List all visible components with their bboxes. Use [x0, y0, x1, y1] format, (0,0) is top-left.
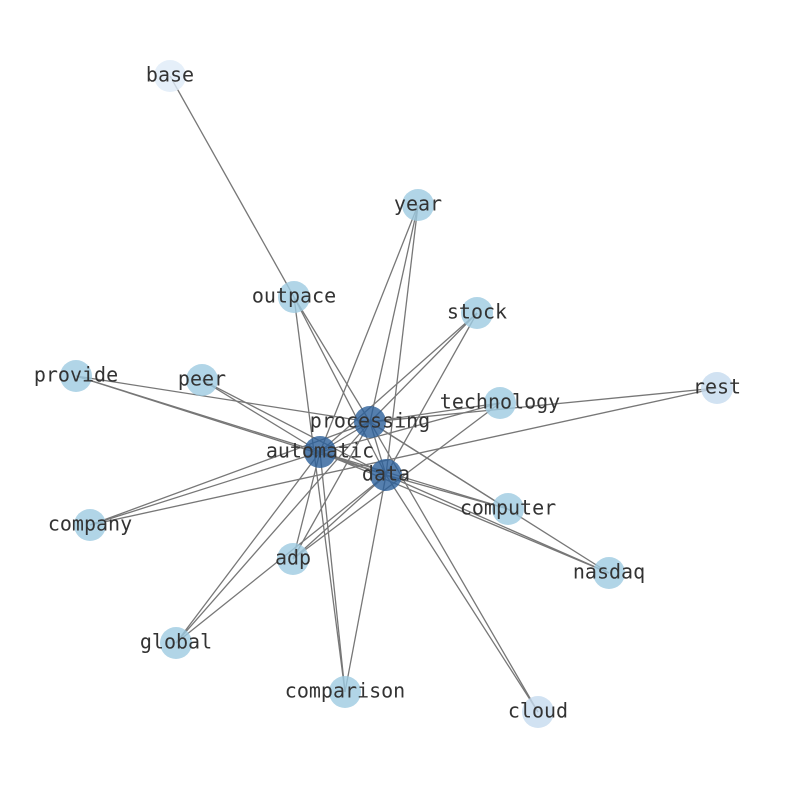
edge: [385, 474, 539, 713]
node-label: data: [362, 462, 410, 486]
edge: [369, 421, 610, 574]
edge: [201, 379, 387, 476]
node: [329, 676, 361, 708]
node: [370, 459, 402, 491]
edge: [75, 375, 371, 423]
edge: [385, 312, 478, 476]
node-label: year: [394, 192, 442, 216]
node-label: computer: [460, 496, 556, 520]
node-label: base: [146, 63, 194, 87]
edge: [319, 312, 478, 453]
edge: [385, 474, 610, 574]
edge: [319, 451, 509, 510]
edges: [75, 75, 718, 713]
node: [160, 627, 192, 659]
node-label: comparison: [285, 679, 405, 703]
edge: [89, 387, 718, 526]
node-label: outpace: [252, 284, 336, 308]
edge: [369, 204, 419, 423]
node-label: processing: [310, 409, 430, 433]
node-label: nasdaq: [573, 560, 645, 584]
node-label: company: [48, 512, 132, 536]
edge: [293, 296, 346, 693]
edge: [385, 474, 509, 510]
node-label: peer: [178, 367, 226, 391]
edge: [369, 312, 478, 423]
node-label: stock: [447, 300, 507, 324]
node: [277, 543, 309, 575]
edge: [89, 451, 321, 526]
node: [492, 493, 524, 525]
edge: [319, 451, 346, 693]
edge: [292, 474, 387, 560]
node: [354, 406, 386, 438]
nodes: [60, 60, 733, 728]
node: [60, 360, 92, 392]
edge: [292, 451, 321, 560]
node-label: rest: [693, 375, 741, 399]
node: [186, 364, 218, 396]
node: [74, 509, 106, 541]
node: [484, 387, 516, 419]
node-label: adp: [275, 546, 311, 570]
node-label: automatic: [266, 439, 374, 463]
node: [461, 297, 493, 329]
node: [593, 557, 625, 589]
edge: [292, 421, 371, 560]
edge: [344, 474, 387, 693]
node-label: cloud: [508, 699, 568, 723]
node-label: provide: [34, 363, 118, 387]
edge: [201, 379, 321, 453]
edge: [369, 387, 718, 423]
node: [154, 60, 186, 92]
edge: [369, 402, 501, 423]
edge: [293, 296, 387, 476]
edge: [319, 204, 419, 453]
node: [402, 189, 434, 221]
edge: [175, 451, 321, 644]
labels: base year outpace stock provide peer rest techn…: [34, 63, 741, 723]
node: [278, 281, 310, 313]
edge: [319, 451, 610, 574]
edge: [169, 75, 295, 298]
edge: [293, 296, 371, 423]
node-label: technology: [440, 390, 560, 414]
edge: [385, 204, 419, 476]
node: [304, 436, 336, 468]
node: [701, 372, 733, 404]
node: [522, 696, 554, 728]
node-label: global: [140, 630, 212, 654]
